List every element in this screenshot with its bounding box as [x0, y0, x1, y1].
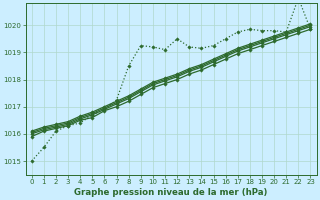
X-axis label: Graphe pression niveau de la mer (hPa): Graphe pression niveau de la mer (hPa) — [74, 188, 268, 197]
